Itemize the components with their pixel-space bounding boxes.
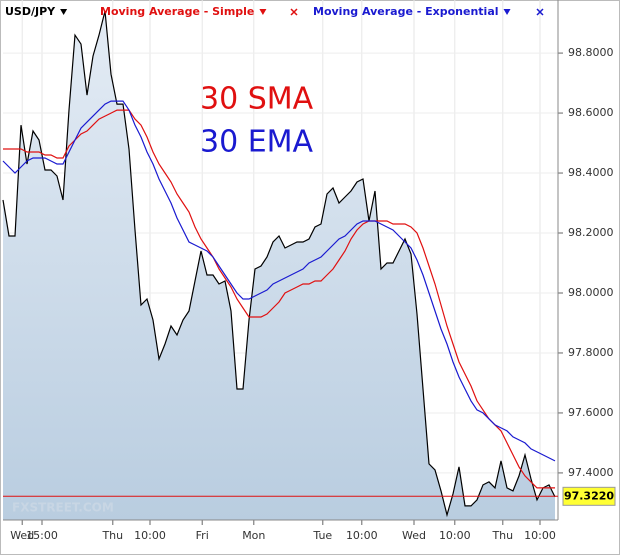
y-tick-label: 98.2000 (568, 226, 614, 239)
legend-remove[interactable] (290, 8, 298, 16)
y-tick-label: 98.0000 (568, 286, 614, 299)
y-tick-label: 97.6000 (568, 406, 614, 419)
legend-entry[interactable]: USD/JPY (5, 5, 56, 18)
series-line (2, 100, 556, 462)
y-tick-label: 98.4000 (568, 166, 614, 179)
legend-entry[interactable]: Moving Average - Exponential (313, 5, 499, 18)
x-tick-label: Mon (242, 529, 265, 542)
legend-dropdown[interactable] (259, 9, 267, 15)
x-tick-label: Wed (402, 529, 426, 542)
legend-dropdown[interactable] (503, 9, 511, 15)
x-tick-label: 10:00 (524, 529, 556, 542)
x-tick-label: Thu (491, 529, 513, 542)
x-tick-label: Wed (10, 529, 34, 542)
annotation: 30 EMA (200, 125, 314, 160)
x-tick-label: 10:00 (439, 529, 471, 542)
current-price-label: 97.3220 (564, 489, 614, 502)
watermark: FXSTREET.COM (12, 501, 114, 515)
legend-remove[interactable] (536, 8, 544, 16)
x-tick-label: Thu (101, 529, 123, 542)
legend-entry[interactable]: Moving Average - Simple (100, 5, 254, 18)
annotation: 30 SMA (200, 82, 314, 117)
y-tick-label: 98.6000 (568, 106, 614, 119)
x-tick-label: Fri (196, 529, 209, 542)
current-price-box (562, 486, 616, 506)
area (3, 11, 555, 520)
x-tick-label: 10:00 (134, 529, 166, 542)
x-tick-label: 15:00 (26, 529, 58, 542)
series-line (2, 10, 556, 518)
series-line (3, 109, 555, 489)
legend-dropdown[interactable] (60, 9, 68, 15)
y-tick-label: 97.4000 (568, 466, 614, 479)
x-tick-label: Tue (312, 529, 332, 542)
x-tick-label: 10:00 (346, 529, 378, 542)
y-tick-label: 97.8000 (568, 346, 614, 359)
y-tick-label: 98.8000 (568, 46, 614, 59)
